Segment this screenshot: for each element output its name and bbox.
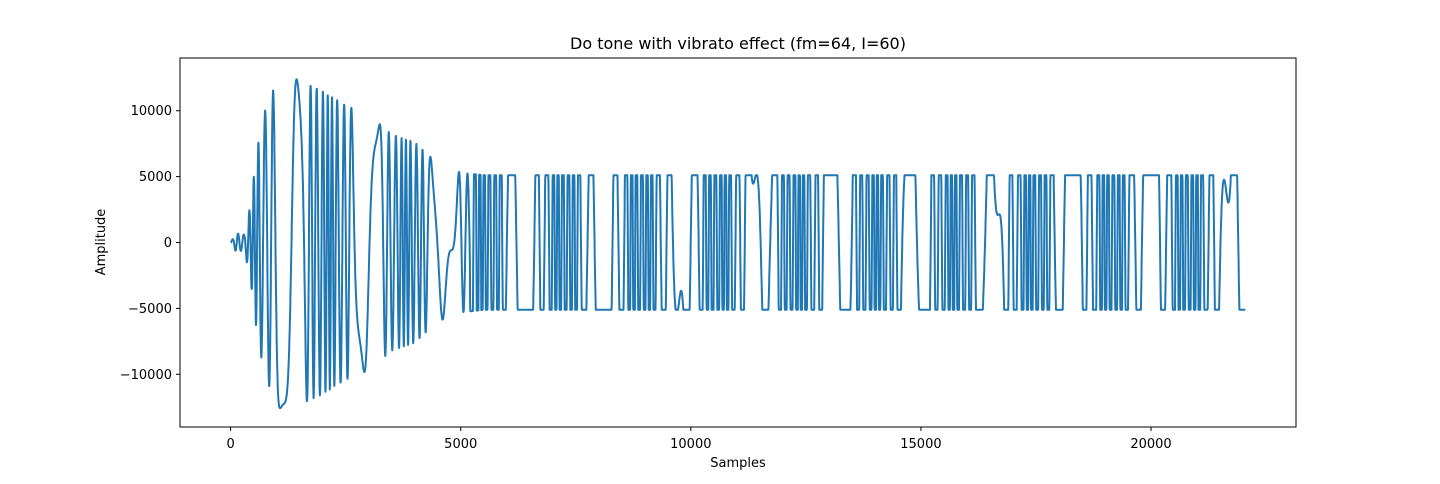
x-tick-label: 10000	[670, 437, 711, 452]
y-tick-label: −5000	[128, 302, 172, 317]
series-line	[229, 78, 1247, 409]
plot-area	[229, 78, 1247, 409]
x-tick-label: 15000	[900, 437, 941, 452]
y-tick-label: −10000	[120, 368, 172, 383]
x-tick-label: 5000	[444, 437, 477, 452]
y-tick-label: 10000	[131, 104, 172, 119]
x-axis: 0 5000 10000 15000 20000	[226, 427, 1172, 452]
y-axis: −10000 −5000 0 5000 10000	[120, 104, 180, 383]
y-axis-label: Amplitude	[94, 209, 109, 276]
x-axis-label: Samples	[710, 456, 766, 471]
x-tick-label: 0	[226, 437, 234, 452]
y-tick-label: 5000	[139, 170, 172, 185]
chart-title: Do tone with vibrato effect (fm=64, I=60…	[570, 34, 906, 53]
y-tick-label: 0	[164, 236, 172, 251]
x-tick-label: 20000	[1130, 437, 1171, 452]
